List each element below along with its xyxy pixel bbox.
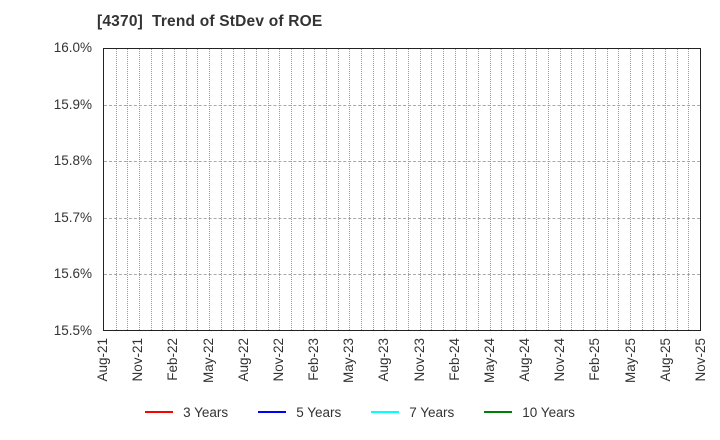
vertical-gridline — [197, 49, 199, 330]
vertical-gridline — [174, 49, 176, 330]
x-tick-label: Feb-23 — [306, 338, 322, 381]
vertical-gridline — [349, 49, 351, 330]
vertical-gridline — [419, 49, 421, 330]
y-tick-label: 15.5% — [53, 323, 92, 338]
vertical-gridline — [524, 49, 526, 330]
x-tick-label: Nov-24 — [552, 338, 568, 382]
vertical-gridline — [139, 49, 141, 330]
vertical-gridline — [513, 49, 515, 330]
legend-item-7-years: 7 Years — [371, 405, 454, 420]
x-tick-label: Aug-24 — [517, 338, 533, 382]
vertical-gridline — [442, 49, 444, 330]
x-tick-label: Feb-22 — [165, 338, 181, 381]
vertical-gridline — [688, 49, 690, 330]
vertical-gridline — [150, 49, 152, 330]
legend-item-3-years: 3 Years — [145, 405, 228, 420]
legend-line-swatch — [484, 410, 513, 414]
vertical-gridline — [232, 49, 234, 330]
y-tick-label: 16.0% — [53, 40, 92, 55]
legend-label: 3 Years — [183, 404, 229, 420]
legend-line-swatch — [258, 410, 287, 414]
x-tick-label: Aug-21 — [95, 338, 110, 382]
vertical-gridline — [583, 49, 585, 330]
vertical-gridline — [664, 49, 666, 330]
vertical-gridline — [629, 49, 631, 330]
x-tick-label: May-25 — [622, 338, 638, 384]
vertical-gridline — [244, 49, 246, 330]
vertical-gridline — [466, 49, 468, 330]
vertical-gridline — [477, 49, 479, 330]
vertical-gridline — [337, 49, 339, 330]
vertical-gridline — [431, 49, 433, 330]
vertical-gridline — [407, 49, 409, 330]
legend-item-5-years: 5 Years — [258, 405, 341, 420]
x-tick-label: Nov-21 — [130, 338, 146, 382]
legend-item-10-years: 10 Years — [484, 405, 575, 420]
vertical-gridline — [653, 49, 655, 330]
vertical-gridline — [501, 49, 503, 330]
vertical-gridline — [326, 49, 328, 330]
vertical-gridline — [209, 49, 211, 330]
vertical-gridline — [536, 49, 538, 330]
vertical-gridline — [641, 49, 643, 330]
x-tick-label: Aug-22 — [235, 338, 251, 382]
vertical-gridline — [548, 49, 550, 330]
x-tick-label: Feb-24 — [446, 338, 462, 381]
vertical-gridline — [396, 49, 398, 330]
vertical-gridline — [454, 49, 456, 330]
legend-label: 7 Years — [409, 404, 455, 420]
x-tick-label: May-22 — [200, 338, 216, 384]
x-tick-label: May-23 — [341, 338, 357, 384]
vertical-gridline — [127, 49, 129, 330]
vertical-gridline — [290, 49, 292, 330]
legend-label: 10 Years — [522, 404, 575, 420]
vertical-gridline — [302, 49, 304, 330]
vertical-gridline — [384, 49, 386, 330]
y-tick-label: 15.6% — [53, 266, 92, 282]
vertical-gridline — [559, 49, 561, 330]
horizontal-gridline — [104, 161, 700, 163]
y-tick-label: 15.8% — [53, 153, 92, 169]
legend-line-swatch — [371, 410, 400, 414]
vertical-gridline — [676, 49, 678, 330]
x-tick-label: Aug-23 — [376, 338, 392, 382]
y-tick-label: 15.9% — [53, 96, 92, 112]
vertical-gridline — [255, 49, 257, 330]
x-tick-label: May-24 — [481, 338, 497, 384]
vertical-gridline — [115, 49, 117, 330]
chart-title: [4370] Trend of StDev of ROE — [97, 13, 323, 30]
legend: 3 Years 5 Years 7 Years 10 Years — [0, 402, 720, 422]
vertical-gridline — [220, 49, 222, 330]
x-tick-label: Nov-22 — [270, 338, 286, 382]
vertical-gridline — [185, 49, 187, 330]
horizontal-gridline — [104, 273, 700, 275]
x-tick-label: Nov-25 — [693, 338, 708, 382]
vertical-gridline — [489, 49, 491, 330]
vertical-gridline — [267, 49, 269, 330]
vertical-gridline — [279, 49, 281, 330]
horizontal-gridline — [104, 217, 700, 219]
x-tick-label: Aug-25 — [657, 338, 673, 382]
vertical-gridline — [372, 49, 374, 330]
vertical-gridline — [606, 49, 608, 330]
vertical-gridline — [361, 49, 363, 330]
x-tick-label: Feb-25 — [587, 338, 603, 381]
legend-label: 5 Years — [296, 404, 342, 420]
vertical-gridline — [618, 49, 620, 330]
plot-area — [103, 48, 701, 331]
legend-line-swatch — [145, 410, 174, 414]
y-tick-label: 15.7% — [53, 209, 92, 225]
vertical-gridline — [162, 49, 164, 330]
x-tick-label: Nov-23 — [411, 338, 427, 382]
horizontal-gridline — [104, 105, 700, 107]
vertical-gridline — [594, 49, 596, 330]
vertical-gridline — [314, 49, 316, 330]
vertical-gridline — [571, 49, 573, 330]
